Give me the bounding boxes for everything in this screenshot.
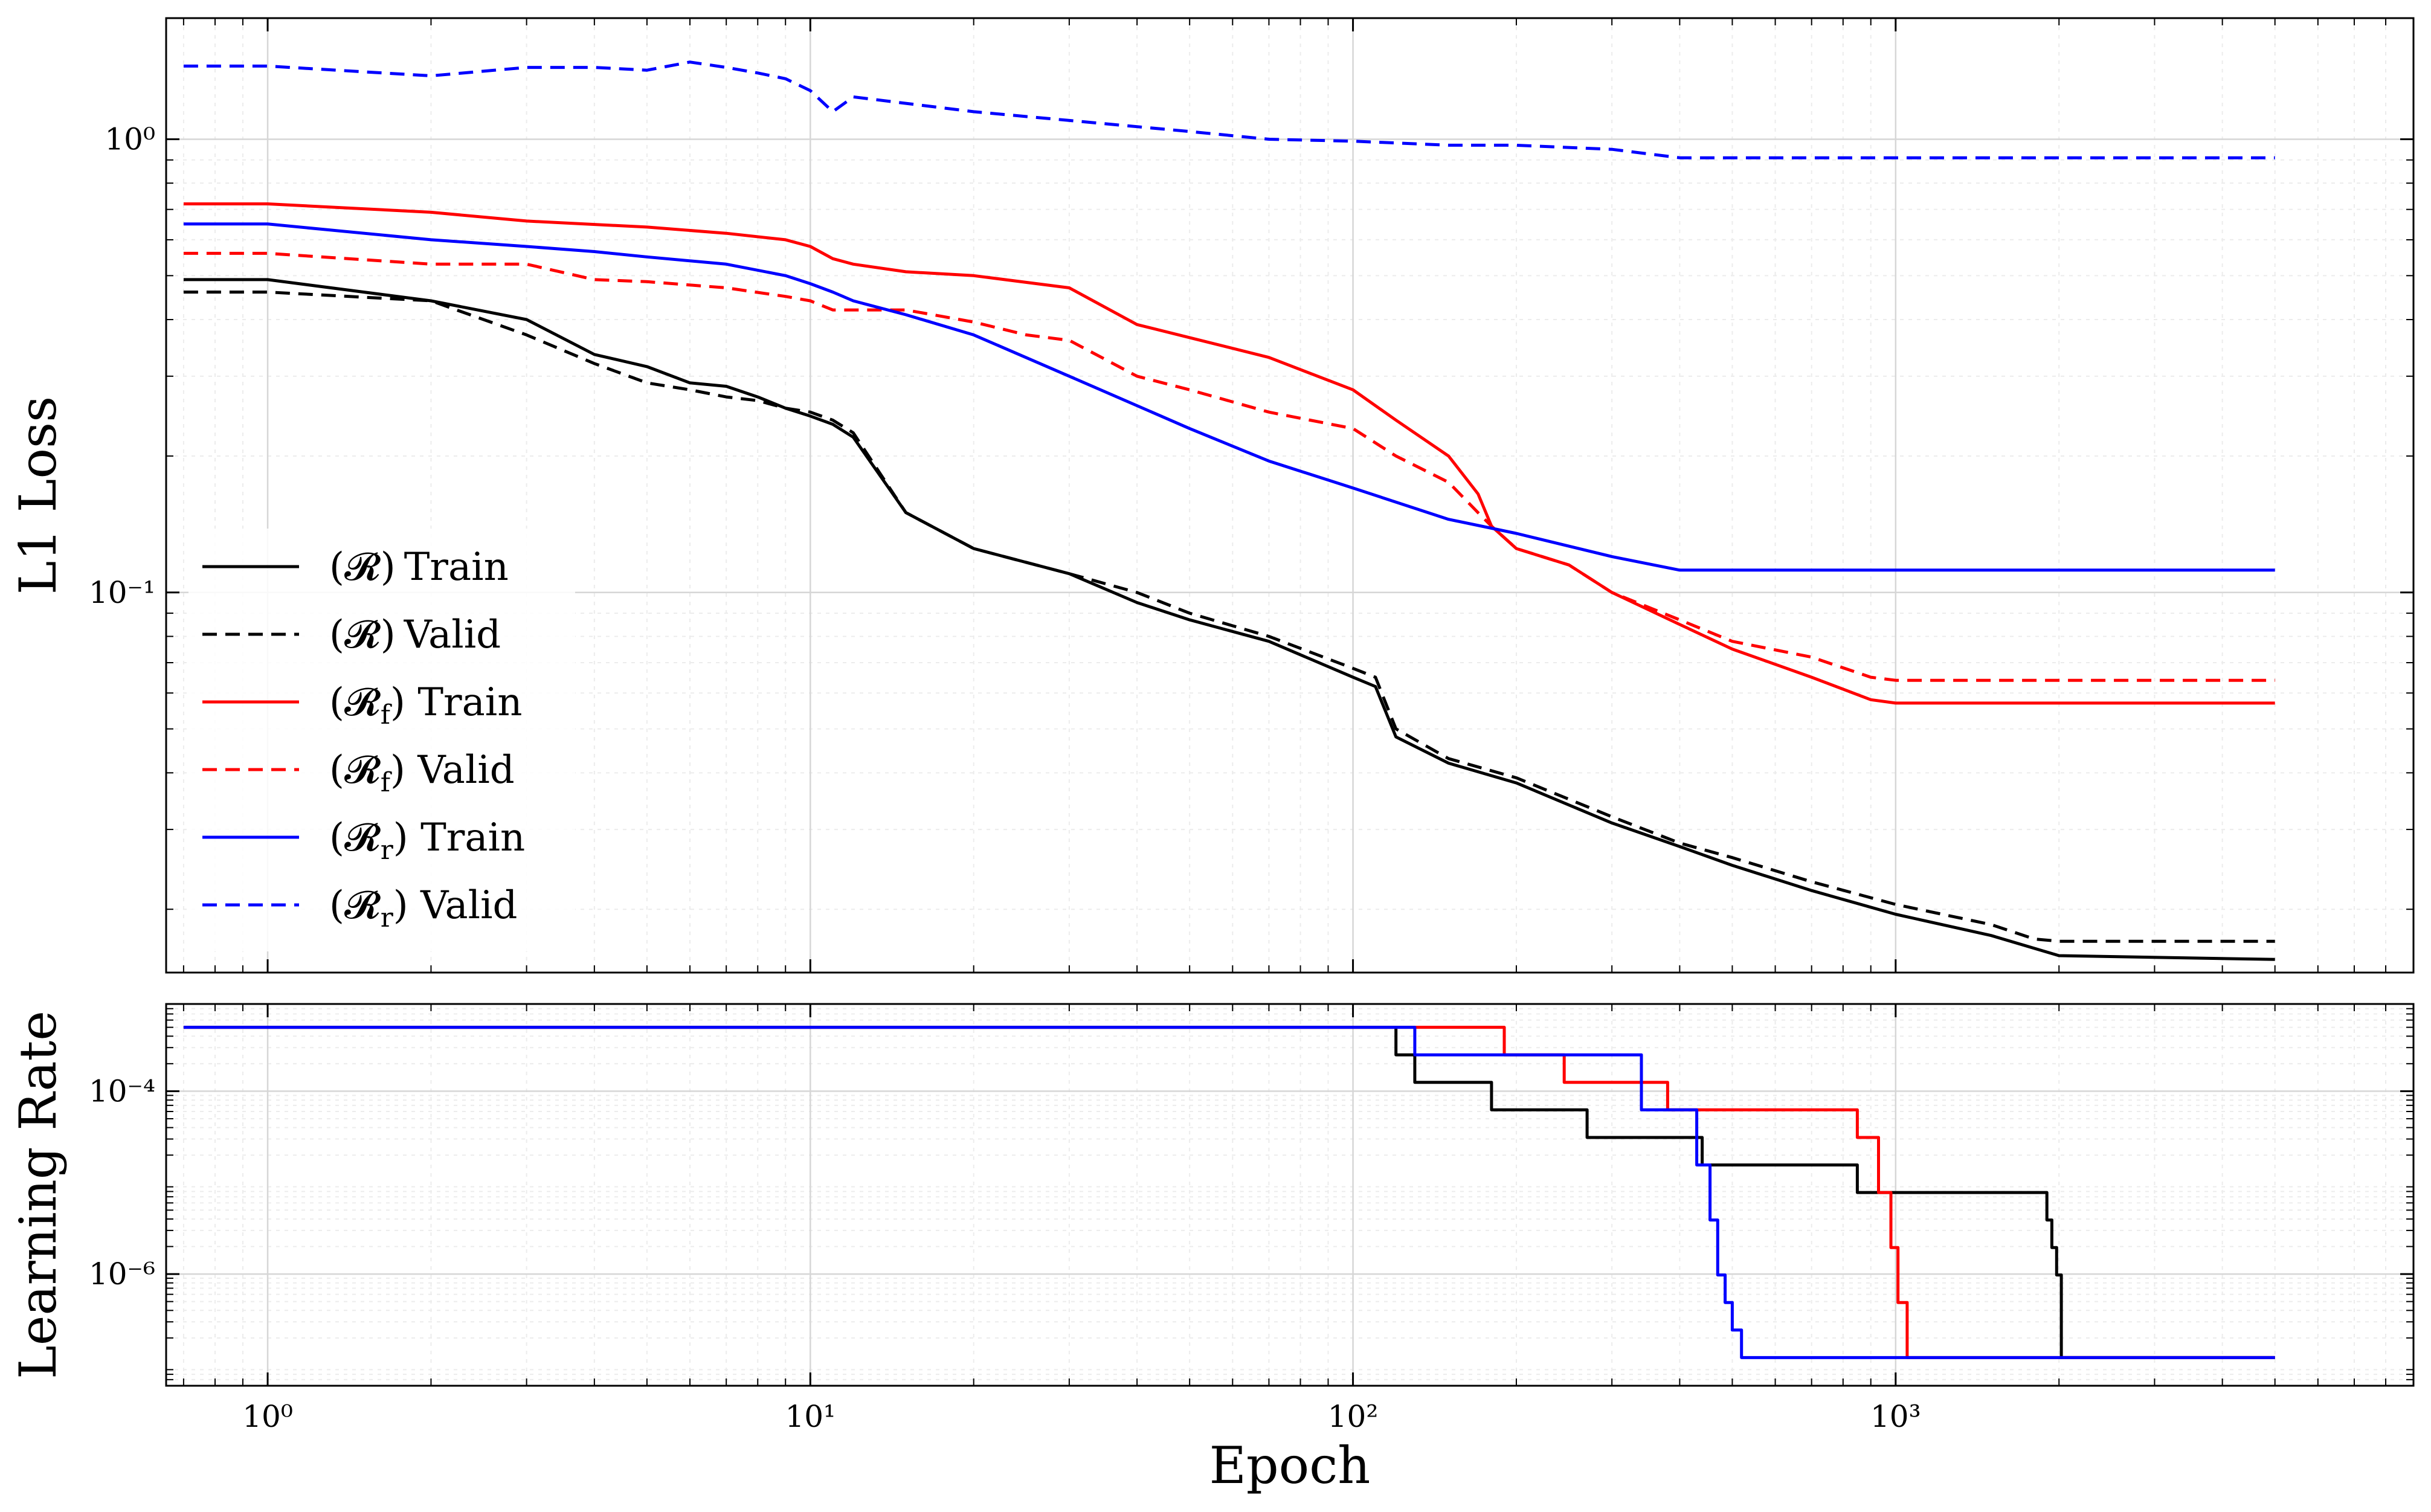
lr-ticks: 10⁰ 10¹ 10² 10³ 10⁻⁴ 10⁻⁶: [89, 1004, 2414, 1434]
lr-grid: [166, 1004, 2414, 1386]
loss-series-line-0: [183, 278, 2275, 961]
loss-series: [183, 60, 2275, 961]
loss-plot-frame: [165, 17, 2415, 974]
legend-label-1: (𝓡) Valid: [329, 613, 501, 657]
loss-series-line-1: [183, 291, 2275, 943]
legend-label-4: (𝓡r) Train: [329, 816, 525, 866]
lr-series-line-0: [183, 1026, 2275, 1359]
lr-plot-frame: [165, 1003, 2415, 1387]
x-tick-label: 10³: [1870, 1399, 1921, 1434]
legend-background: [188, 529, 575, 951]
loss-series-line-4: [183, 222, 2275, 572]
lr-series: [183, 1026, 2275, 1359]
legend-label-0: (𝓡) Train: [329, 545, 509, 590]
loss-panel: 10⁰ 10⁻¹ L1 Loss (𝓡) Train (𝓡) Valid (𝓡f) Tra…: [8, 17, 2415, 974]
loss-series-line-3: [183, 251, 2275, 682]
loss-y-axis-title: L1 Loss: [8, 396, 68, 595]
learning-rate-panel: 10⁰ 10¹ 10² 10³ 10⁻⁴ 10⁻⁶ Learning Rate: [8, 1003, 2415, 1434]
loss-series-line-2: [183, 202, 2275, 705]
lr-y-tick-label: 10⁻⁶: [89, 1256, 155, 1292]
loss-y-tick-label: 10⁰: [105, 121, 155, 156]
x-tick-label: 10¹: [785, 1399, 836, 1434]
x-axis-title: Epoch: [1209, 1436, 1371, 1495]
loss-ticks: 10⁰ 10⁻¹: [89, 18, 2414, 973]
loss-series-line-5: [183, 60, 2275, 159]
legend-label-3: (𝓡f) Valid: [329, 748, 515, 798]
lr-y-axis-title: Learning Rate: [8, 1011, 68, 1379]
loss-legend: (𝓡) Train (𝓡) Valid (𝓡f) Train (𝓡f) Valid (𝓡r)…: [188, 529, 575, 951]
legend-label-5: (𝓡r) Valid: [329, 883, 518, 933]
legend-label-2: (𝓡f) Train: [329, 680, 522, 730]
x-tick-label: 10⁰: [242, 1399, 293, 1434]
loss-y-tick-label: 10⁻¹: [89, 575, 155, 610]
lr-series-line-2: [183, 1026, 2275, 1359]
x-tick-label: 10²: [1328, 1399, 1379, 1434]
lr-y-tick-label: 10⁻⁴: [89, 1073, 155, 1108]
